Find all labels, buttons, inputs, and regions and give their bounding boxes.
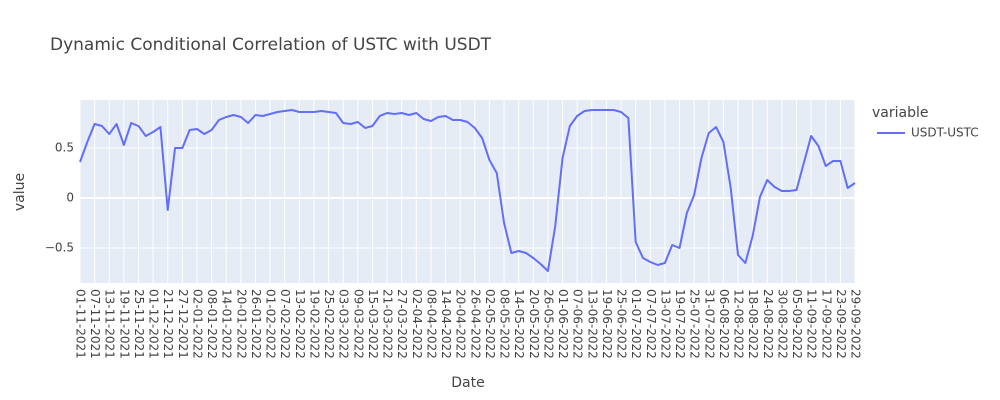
x-tick-label: 13-11-2021 [103,289,117,359]
x-tick-label: 05-09-2022 [790,289,804,359]
x-tick-label: 29-09-2022 [849,289,863,359]
x-tick-label: 19-07-2022 [673,289,687,359]
x-tick-label: 26-01-2022 [249,289,263,359]
y-tick-label: 0 [66,191,74,205]
line-series [79,109,856,272]
x-tick-label: 30-08-2022 [775,289,789,359]
x-tick-label: 25-06-2022 [615,289,629,359]
x-tick-label: 12-08-2022 [732,289,746,359]
x-tick-label: 07-11-2021 [88,289,102,359]
x-tick-label: 11-09-2022 [805,289,819,359]
chart-title: Dynamic Conditional Correlation of USTC … [50,35,492,55]
x-tick-label: 27-12-2021 [176,289,190,359]
x-tick-label: 02-05-2022 [483,289,497,359]
x-tick-label: 18-08-2022 [746,289,760,359]
x-tick-label: 01-06-2022 [556,289,570,359]
x-tick-label: 07-06-2022 [571,289,585,359]
x-tick-label: 06-08-2022 [717,289,731,359]
x-tick-label: 15-03-2022 [366,289,380,359]
x-tick-label: 19-02-2022 [307,289,321,359]
x-axis-title: Date [451,375,484,391]
x-tick-label: 08-05-2022 [498,289,512,359]
x-tick-label: 19-11-2021 [117,289,131,359]
y-axis-title: value [12,173,28,211]
legend: variable USDT-USTC [872,105,979,140]
x-tick-label: 14-05-2022 [512,289,526,359]
x-tick-label: 08-01-2022 [205,289,219,359]
x-tick-label: 07-02-2022 [278,289,292,359]
x-tick-label: 27-03-2022 [395,289,409,359]
x-tick-label: 31-07-2022 [702,289,716,359]
x-tick-label: 23-09-2022 [834,289,848,359]
x-tick-label: 21-12-2021 [161,289,175,359]
x-tick-label: 14-04-2022 [439,289,453,359]
x-tick-label: 19-06-2022 [600,289,614,359]
legend-title: variable [872,105,928,121]
x-tick-label: 25-02-2022 [322,289,336,359]
x-tick-label: 25-11-2021 [132,289,146,359]
x-tick-label: 13-07-2022 [658,289,672,359]
x-tick-label: 01-07-2022 [629,289,643,359]
x-tick-label: 26-05-2022 [541,289,555,359]
x-tick-label: 24-08-2022 [761,289,775,359]
x-tick-label: 13-06-2022 [585,289,599,359]
x-tick-label: 20-04-2022 [454,289,468,359]
y-tick-label: 0.5 [55,141,74,155]
x-tick-label: 20-05-2022 [527,289,541,359]
x-tick-label: 17-09-2022 [819,289,833,359]
x-tick-label: 21-03-2022 [381,289,395,359]
x-tick-label: 08-04-2022 [424,289,438,359]
x-tick-label: 13-02-2022 [293,289,307,359]
y-tick-label: −0.5 [45,241,74,255]
x-tick-label: 01-11-2021 [74,289,88,359]
legend-label: USDT-USTC [911,126,979,140]
x-tick-label: 01-12-2021 [147,289,161,359]
x-tick-label: 25-07-2022 [688,289,702,359]
x-tick-label: 02-04-2022 [410,289,424,359]
x-tick-label: 02-01-2022 [190,289,204,359]
x-tick-label: 26-04-2022 [468,289,482,359]
x-tick-label: 03-03-2022 [337,289,351,359]
x-tick-label: 20-01-2022 [234,289,248,359]
x-tick-label: 01-02-2022 [264,289,278,359]
x-tick-label: 09-03-2022 [351,289,365,359]
x-tick-label: 14-01-2022 [220,289,234,359]
x-tick-label: 07-07-2022 [644,289,658,359]
